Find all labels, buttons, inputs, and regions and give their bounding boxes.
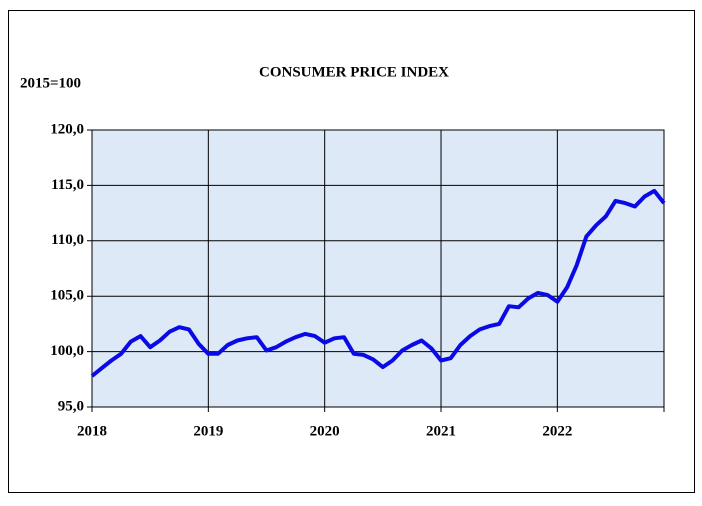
y-tick-label: 100,0	[50, 343, 84, 359]
y-tick-label: 115,0	[51, 177, 84, 193]
y-tick-label: 105,0	[50, 288, 84, 304]
y-tick-label: 95,0	[58, 398, 84, 414]
y-tick-label: 110,0	[51, 232, 84, 248]
x-tick-label: 2018	[77, 423, 107, 439]
y-tick-label: 120,0	[50, 121, 84, 137]
y-axis-label: 2015=100	[20, 75, 81, 91]
x-tick-label: 2020	[310, 423, 340, 439]
x-tick-label: 2021	[426, 423, 456, 439]
series-line	[90, 188, 666, 378]
x-tick-label: 2019	[193, 423, 223, 439]
x-tick-label: 2022	[542, 423, 572, 439]
chart-title: CONSUMER PRICE INDEX	[259, 64, 449, 80]
